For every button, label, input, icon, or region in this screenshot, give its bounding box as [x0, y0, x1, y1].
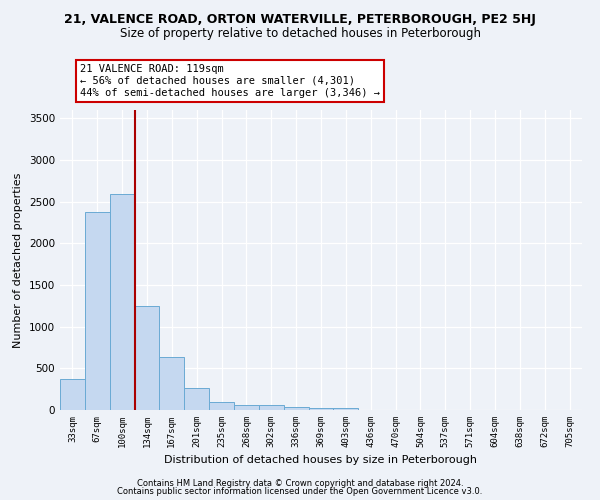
- Bar: [308, 408, 334, 410]
- Y-axis label: Number of detached properties: Number of detached properties: [13, 172, 23, 348]
- Text: 21, VALENCE ROAD, ORTON WATERVILLE, PETERBOROUGH, PE2 5HJ: 21, VALENCE ROAD, ORTON WATERVILLE, PETE…: [64, 12, 536, 26]
- Bar: [60, 379, 85, 410]
- Bar: [160, 356, 184, 410]
- Bar: [284, 406, 308, 410]
- Text: 21 VALENCE ROAD: 119sqm
← 56% of detached houses are smaller (4,301)
44% of semi: 21 VALENCE ROAD: 119sqm ← 56% of detache…: [80, 64, 380, 98]
- Bar: [259, 406, 284, 410]
- Text: Size of property relative to detached houses in Peterborough: Size of property relative to detached ho…: [119, 28, 481, 40]
- Text: Contains HM Land Registry data © Crown copyright and database right 2024.: Contains HM Land Registry data © Crown c…: [137, 478, 463, 488]
- Bar: [110, 194, 134, 410]
- Bar: [234, 405, 259, 410]
- Bar: [134, 306, 160, 410]
- Bar: [334, 408, 358, 410]
- Bar: [184, 388, 209, 410]
- Bar: [209, 402, 234, 410]
- X-axis label: Distribution of detached houses by size in Peterborough: Distribution of detached houses by size …: [164, 456, 478, 466]
- Text: Contains public sector information licensed under the Open Government Licence v3: Contains public sector information licen…: [118, 488, 482, 496]
- Bar: [85, 212, 110, 410]
